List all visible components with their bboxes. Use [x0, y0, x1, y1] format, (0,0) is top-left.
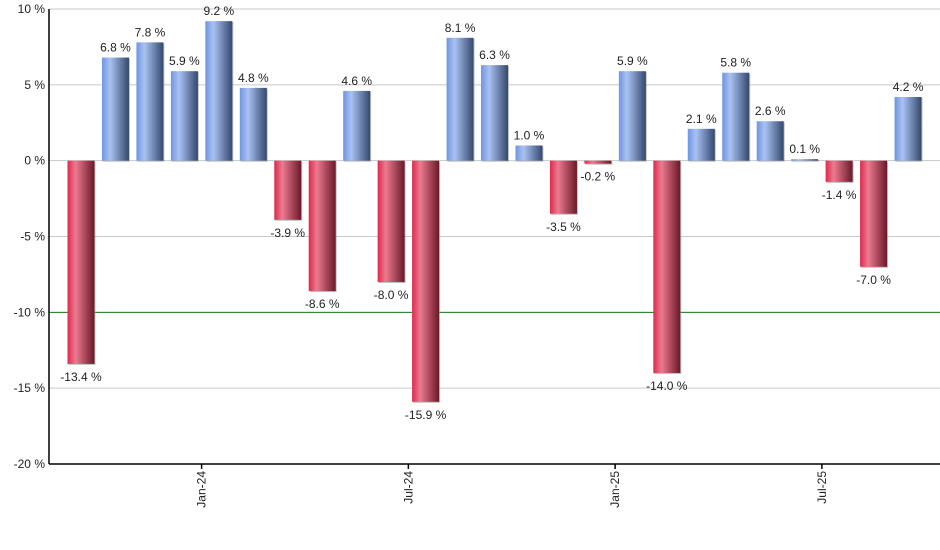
- negative-bar: [549, 160, 577, 214]
- positive-bar: [894, 96, 922, 161]
- positive-bar: [343, 90, 371, 161]
- bar-value-label: -15.9 %: [405, 408, 447, 422]
- negative-bar: [584, 160, 612, 164]
- negative-bar: [274, 160, 302, 220]
- bar-value-label: 5.8 %: [720, 56, 751, 70]
- bar-value-label: 5.9 %: [169, 54, 200, 68]
- bar-value-label: 8.1 %: [445, 21, 476, 35]
- y-tick-label: 10 %: [18, 2, 46, 16]
- positive-bar: [239, 87, 267, 161]
- y-tick-label: 0 %: [24, 154, 45, 168]
- negative-bar: [308, 160, 336, 292]
- bar-value-label: 6.8 %: [100, 41, 131, 55]
- bar-value-label: 0.1 %: [789, 142, 820, 156]
- positive-bar: [205, 21, 233, 161]
- bar-value-label: -3.9 %: [270, 226, 305, 240]
- bar-value-label: -14.0 %: [646, 379, 688, 393]
- bar-value-label: 2.1 %: [686, 112, 717, 126]
- negative-bar: [67, 160, 95, 364]
- y-tick-label: -20 %: [14, 457, 46, 471]
- bar-value-label: 6.3 %: [479, 48, 510, 62]
- positive-bar: [687, 128, 715, 161]
- positive-bar: [170, 71, 198, 161]
- positive-bar: [136, 42, 164, 161]
- x-tick-label: Jan-25: [608, 471, 622, 508]
- y-tick-label: -5 %: [20, 230, 45, 244]
- y-tick-label: 5 %: [24, 78, 45, 92]
- positive-bar: [618, 71, 646, 161]
- bar-value-label: 1.0 %: [514, 129, 545, 143]
- positive-bar: [722, 72, 750, 161]
- bar-value-label: -0.2 %: [581, 170, 616, 184]
- positive-bar: [515, 145, 543, 161]
- negative-bar: [412, 160, 440, 402]
- y-tick-label: -15 %: [14, 381, 46, 395]
- positive-bar: [446, 37, 474, 161]
- bar-value-label: -8.6 %: [305, 297, 340, 311]
- negative-bar: [653, 160, 681, 373]
- bar-value-label: -8.0 %: [374, 288, 409, 302]
- bar-value-label: 7.8 %: [135, 25, 166, 39]
- positive-bar: [791, 159, 819, 161]
- bar-value-label: -13.4 %: [60, 370, 102, 384]
- positive-bar: [101, 57, 129, 161]
- negative-bar: [825, 160, 853, 182]
- bar-value-label: 4.2 %: [893, 80, 924, 94]
- positive-bar: [756, 121, 784, 161]
- bar-value-label: 4.8 %: [238, 71, 269, 85]
- negative-bar: [377, 160, 405, 282]
- bar-value-label: 4.6 %: [341, 74, 372, 88]
- bar-value-label: 2.6 %: [755, 104, 786, 118]
- bar-value-label: 5.9 %: [617, 54, 648, 68]
- bar-value-label: -7.0 %: [856, 273, 891, 287]
- bars: [67, 21, 923, 403]
- bar-value-label: 9.2 %: [203, 4, 234, 18]
- negative-bar: [860, 160, 888, 267]
- positive-bar: [481, 65, 509, 161]
- x-tick-label: Jul-25: [815, 471, 829, 504]
- y-tick-label: -10 %: [14, 305, 46, 319]
- axes: 10 % 5 % 0 % -5 % -10 % -15 % -20 % Jan-24 Jul-2…: [14, 2, 940, 508]
- value-labels: -13.4 % 6.8 % 7.8 % 5.9 % 9.2 % 4.8 % -3.9 % -8…: [60, 4, 923, 422]
- x-tick-label: Jul-24: [401, 471, 415, 504]
- x-tick-label: Jan-24: [195, 471, 209, 508]
- bar-value-label: -3.5 %: [546, 220, 581, 234]
- bar-value-label: -1.4 %: [822, 188, 857, 202]
